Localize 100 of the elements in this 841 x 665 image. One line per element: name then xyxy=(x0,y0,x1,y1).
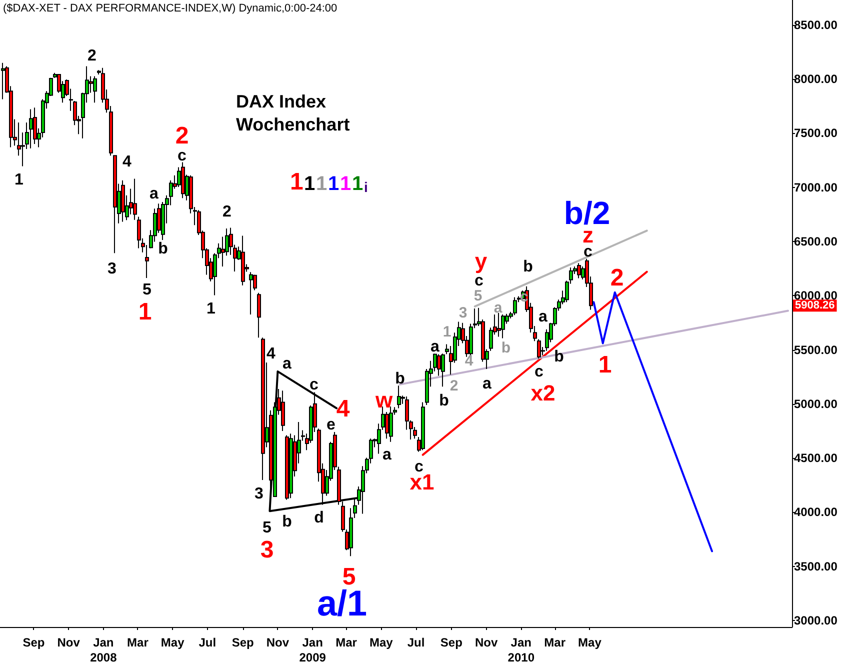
annotation: w xyxy=(374,388,394,412)
annotation: b xyxy=(395,370,406,388)
candlestick xyxy=(513,296,517,316)
y-tick-label: 4000.00 xyxy=(794,505,838,520)
x-tick-label: Jan 2010 xyxy=(508,636,535,664)
candlestick xyxy=(181,162,185,199)
annotation: 2 xyxy=(175,122,189,150)
annotation: a xyxy=(150,186,159,202)
y-tick-label: 8000.00 xyxy=(794,72,838,86)
annotation: a xyxy=(282,356,292,372)
annotation: b xyxy=(282,514,292,530)
x-tick-label: Mar xyxy=(336,636,358,650)
annotation: x2 xyxy=(530,380,556,406)
annotation: a xyxy=(538,308,548,326)
candlestick xyxy=(257,292,261,338)
annotation: 1 xyxy=(138,298,152,326)
annotation: 3 xyxy=(254,486,264,502)
candlestick xyxy=(537,338,541,359)
x-tick-label: Mar xyxy=(544,636,566,650)
candlestick xyxy=(241,235,245,286)
annotation: 3 xyxy=(458,304,468,322)
x-tick-label: Nov xyxy=(474,636,498,650)
candlestick xyxy=(249,272,253,315)
annotation: 1 xyxy=(598,352,612,378)
annotation: c xyxy=(178,148,187,164)
annotation: b xyxy=(158,240,168,258)
annotation: 4 xyxy=(336,396,350,422)
x-tick-label: Sep xyxy=(440,636,462,650)
annotation: 1 xyxy=(340,173,352,195)
text: DAX Index Wochenchart xyxy=(236,92,350,134)
annotation: 2 xyxy=(610,264,624,292)
candlestick xyxy=(497,312,501,338)
candlestick xyxy=(133,178,137,220)
annotation: a xyxy=(382,446,392,464)
candlestick xyxy=(261,337,265,480)
annotation: 1 xyxy=(316,173,328,195)
candlestick xyxy=(1,62,5,100)
candlestick xyxy=(577,262,581,279)
x-tick-label: Mar xyxy=(127,636,149,650)
annotation: b/2 xyxy=(564,195,610,231)
annotation: 1 xyxy=(206,300,216,318)
x-tick-label: Jan 2008 xyxy=(90,636,118,664)
annotation: a xyxy=(430,338,440,356)
annotation: 1 xyxy=(290,168,304,196)
annotation: 1 xyxy=(442,324,452,340)
x-tick-label: Jul xyxy=(198,636,216,650)
x-tick-label: May xyxy=(578,636,602,650)
annotation: d xyxy=(314,510,324,526)
text: 5908.26 xyxy=(795,300,835,312)
annotation: c xyxy=(534,364,544,380)
annotation: b xyxy=(554,348,564,366)
annotation: c xyxy=(520,288,528,306)
candlestick xyxy=(113,155,117,254)
x-tick-label: Nov xyxy=(266,636,290,650)
annotation: a xyxy=(494,300,503,316)
x-tick-label: Nov xyxy=(57,636,80,650)
annotation: b xyxy=(439,392,450,410)
candlestick xyxy=(397,385,401,409)
x-tick-label: May xyxy=(160,636,185,650)
y-tick-label: 5000.00 xyxy=(794,396,838,411)
annotation: 2 xyxy=(450,378,458,394)
annotation: 4 xyxy=(266,346,276,362)
candlestick xyxy=(421,402,425,451)
annotation: 3 xyxy=(108,260,117,278)
annotation: 5 xyxy=(342,564,356,590)
annotation: 1 xyxy=(328,173,340,195)
y-tick-label: 5500.00 xyxy=(794,342,838,357)
candlestick xyxy=(33,107,37,145)
candlestick xyxy=(121,180,125,222)
candlestick xyxy=(389,406,393,442)
annotation: 2 xyxy=(88,48,97,64)
candlestick xyxy=(441,353,445,388)
annotation: 5 xyxy=(474,288,482,304)
x-tick-label: May xyxy=(369,636,394,650)
candlestick xyxy=(29,108,33,149)
annotation: c xyxy=(584,244,593,260)
annotation: 2 xyxy=(222,204,232,220)
annotation: 1 xyxy=(304,173,316,195)
annotation: 4 xyxy=(122,154,132,170)
y-tick-label: 6500.00 xyxy=(794,234,838,248)
annotation: 4 xyxy=(464,352,474,370)
y-tick-label: 3000.00 xyxy=(794,614,838,628)
candlestick xyxy=(285,434,289,500)
candlestick xyxy=(289,433,293,499)
x-tick-label: Sep xyxy=(232,636,254,650)
annotation: 1 xyxy=(14,172,24,188)
annotation: c xyxy=(474,272,484,290)
candlestick xyxy=(281,390,285,432)
line-series xyxy=(592,291,713,552)
x-tick-label: Sep xyxy=(22,636,45,650)
annotation: b xyxy=(523,258,534,276)
annotation: i xyxy=(364,179,368,195)
annotation: e xyxy=(326,416,336,434)
x-tick-label: Jan 2009 xyxy=(299,636,326,664)
annotation: c xyxy=(310,376,319,394)
candlestick xyxy=(501,314,505,339)
y-tick-label: 7000.00 xyxy=(794,180,838,194)
candlestick xyxy=(93,76,97,104)
annotation: b xyxy=(501,340,511,356)
annotation: 3 xyxy=(260,536,274,564)
